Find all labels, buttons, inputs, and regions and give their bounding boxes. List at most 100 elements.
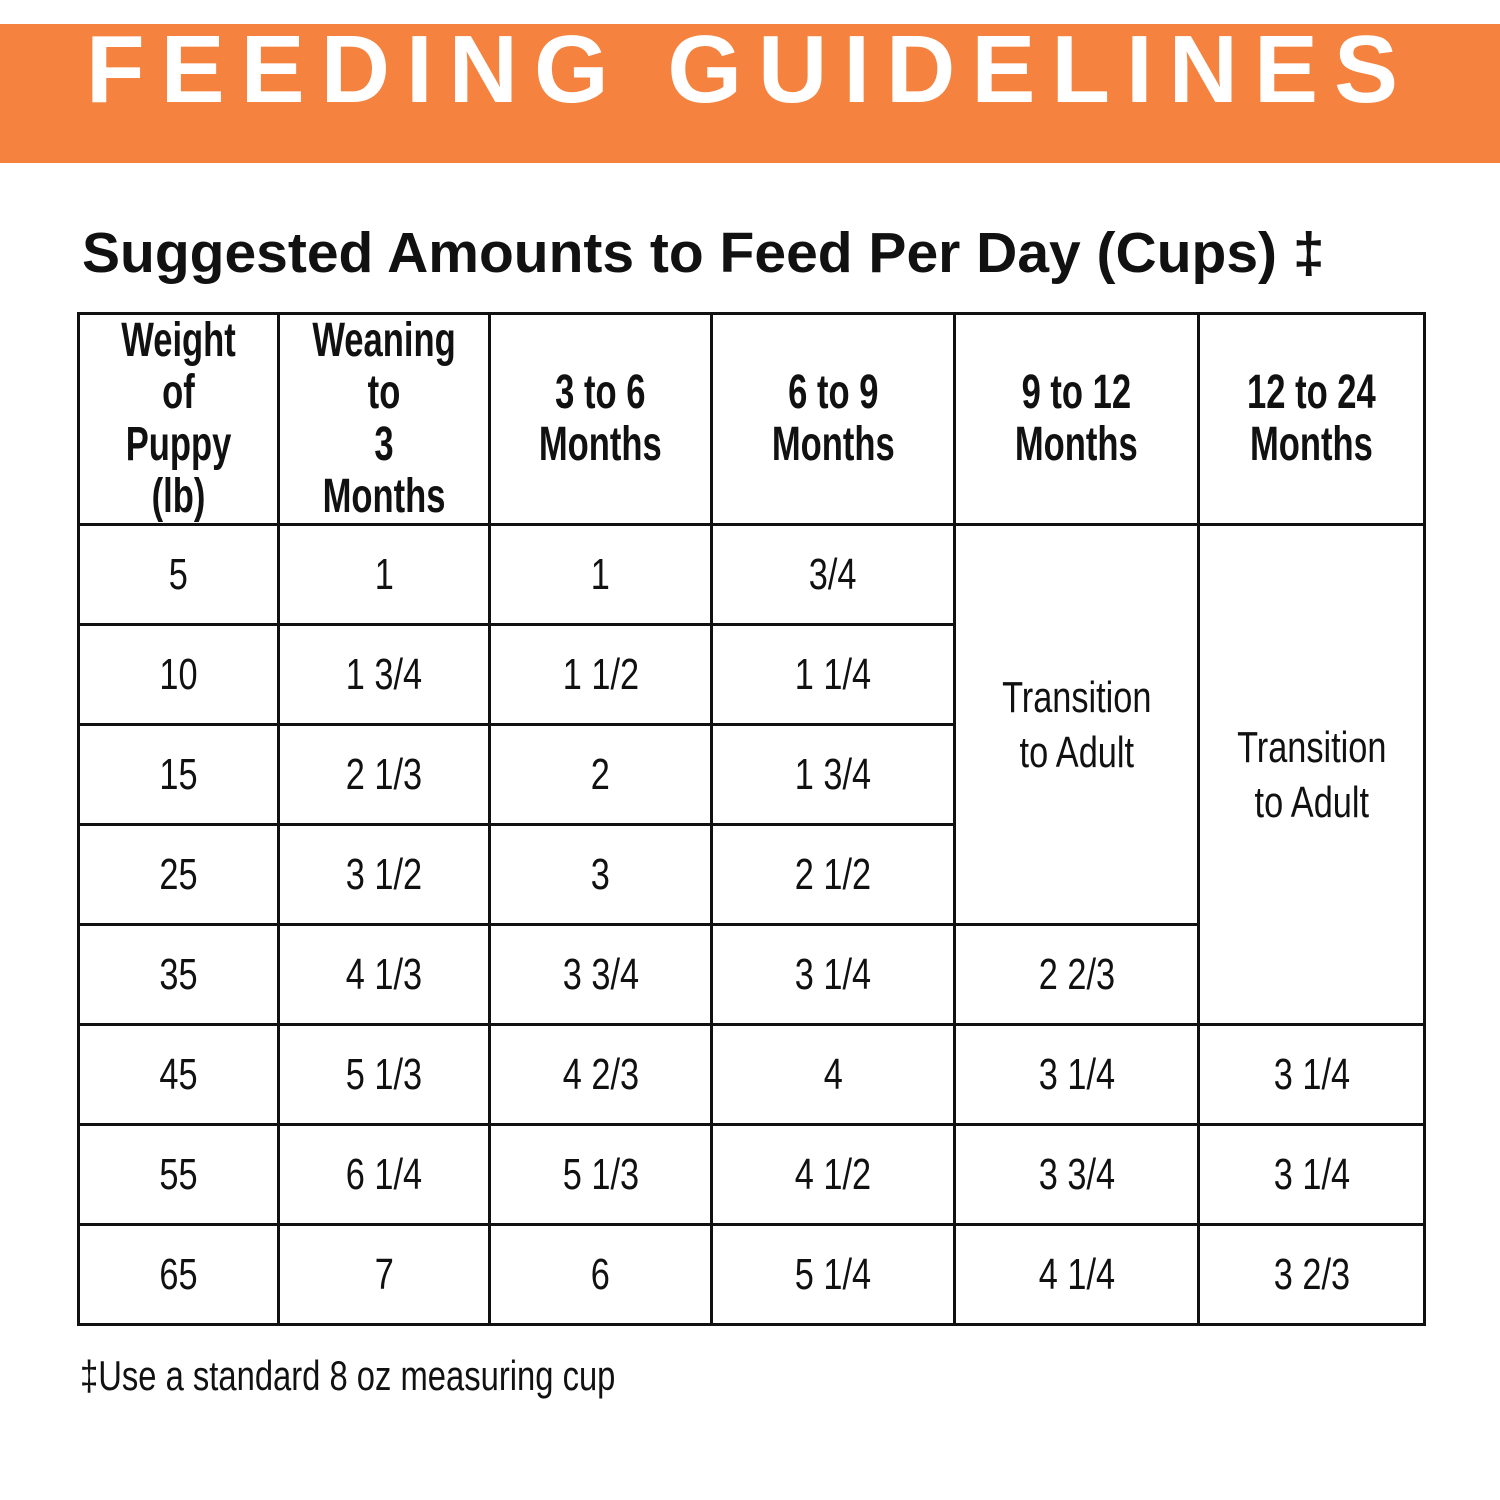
banner: FEEDING GUIDELINES — [0, 24, 1500, 163]
cell-value: 3 1/4 — [794, 950, 872, 999]
table-cell: Transition to Adult — [953, 523, 1200, 926]
table-cell: 3 1/4 — [1197, 1123, 1426, 1226]
table-cell: 3 3/4 — [488, 923, 713, 1026]
table-cell: 55 — [77, 1123, 280, 1226]
table-cell: Transition to Adult — [1197, 523, 1426, 1026]
header-label: Weight of Puppy (lb) — [121, 314, 236, 523]
header-label: 9 to 12 Months — [1015, 366, 1138, 471]
table-row: 55 6 1/4 5 1/3 4 1/2 3 3/4 3 1/4 — [77, 1123, 1426, 1226]
cell-value: 3 1/4 — [1038, 1050, 1115, 1099]
cell-value: 3 1/4 — [1273, 1050, 1350, 1099]
header-row: Weight of Puppy (lb) Weaning to 3 Months… — [77, 312, 1426, 526]
cell-value: Transition to Adult — [1236, 722, 1387, 827]
header-label: 6 to 9 Months — [771, 366, 895, 471]
cell-value: 3 3/4 — [562, 950, 639, 999]
cell-value: 1 3/4 — [345, 650, 423, 699]
cell-value: 4 1/4 — [1038, 1250, 1115, 1299]
table-row: 65 7 6 5 1/4 4 1/4 3 2/3 — [77, 1223, 1426, 1326]
cell-value: 4 2/3 — [562, 1050, 639, 1099]
table-cell: 5 — [77, 523, 280, 626]
cell-value: 2 1/3 — [345, 750, 423, 799]
cell-value: 35 — [159, 950, 198, 999]
table-cell: 3 1/4 — [1197, 1023, 1426, 1126]
table-row: 45 5 1/3 4 2/3 4 3 1/4 3 1/4 — [77, 1023, 1426, 1126]
cell-value: 3/4 — [809, 550, 857, 599]
cell-value: 1 3/4 — [794, 750, 872, 799]
cell-value: 15 — [159, 750, 198, 799]
table-cell: 1 1/4 — [710, 623, 956, 726]
table-cell: 1 3/4 — [710, 723, 956, 826]
cell-value: 3 1/4 — [1273, 1150, 1350, 1199]
header-label: 3 to 6 Months — [539, 366, 662, 471]
table-cell: 4 — [710, 1023, 956, 1126]
table-cell: 4 1/2 — [710, 1123, 956, 1226]
table-cell: 3/4 — [710, 523, 956, 626]
table-cell: 5 1/4 — [710, 1223, 956, 1326]
cell-value: 1 — [590, 550, 611, 599]
cell-value: 3 1/2 — [345, 850, 423, 899]
table-cell: 5 1/3 — [488, 1123, 713, 1226]
header-12-24: 12 to 24 Months — [1197, 312, 1426, 526]
table-cell: 1 — [277, 523, 491, 626]
footnote: ‡Use a standard 8 oz measuring cup — [80, 1352, 616, 1399]
table-cell: 1 — [488, 523, 713, 626]
cell-value: 2 2/3 — [1038, 950, 1115, 999]
table-cell: 1 1/2 — [488, 623, 713, 726]
cell-value: 3 — [590, 850, 611, 899]
cell-value: 3 2/3 — [1273, 1250, 1350, 1299]
table-cell: 5 1/3 — [277, 1023, 491, 1126]
table-row: 35 4 1/3 3 3/4 3 1/4 2 2/3 — [77, 923, 1425, 1026]
header-6-9: 6 to 9 Months — [710, 312, 956, 526]
table-cell: 3 2/3 — [1197, 1223, 1426, 1326]
table-cell: 3 1/4 — [953, 1023, 1200, 1126]
table-cell: 3 1/2 — [277, 823, 491, 926]
table-cell: 2 1/3 — [277, 723, 491, 826]
cell-value: 4 — [823, 1050, 843, 1099]
table-cell: 15 — [77, 723, 280, 826]
cell-value: Transition to Adult — [1001, 672, 1152, 777]
cell-value: 5 — [168, 550, 189, 599]
table-cell: 4 1/4 — [953, 1223, 1200, 1326]
cell-value: 45 — [159, 1050, 198, 1099]
cell-value: 1 — [374, 550, 394, 599]
cell-value: 6 — [590, 1250, 611, 1299]
table-row: 15 2 1/3 2 1 3/4 — [77, 723, 1425, 826]
cell-value: 4 1/2 — [794, 1150, 872, 1199]
table-cell: 6 1/4 — [277, 1123, 491, 1226]
table-cell: 2 2/3 — [953, 923, 1200, 1026]
cell-value: 4 1/3 — [345, 950, 423, 999]
table-cell: 10 — [77, 623, 280, 726]
cell-value: 25 — [159, 850, 198, 899]
cell-value: 3 3/4 — [1038, 1150, 1115, 1199]
feeding-table: Weight of Puppy (lb) Weaning to 3 Months… — [77, 312, 1426, 1326]
header-9-12: 9 to 12 Months — [953, 312, 1200, 526]
header-weight: Weight of Puppy (lb) — [77, 312, 280, 526]
cell-value: 10 — [159, 650, 198, 699]
header-3-6: 3 to 6 Months — [488, 312, 713, 526]
cell-value: 1 1/4 — [794, 650, 872, 699]
cell-value: 5 1/3 — [562, 1150, 639, 1199]
table-cell: 6 — [488, 1223, 713, 1326]
table-row: 10 1 3/4 1 1/2 1 1/4 — [77, 623, 1425, 726]
table-row: 25 3 1/2 3 2 1/2 — [77, 823, 1425, 926]
banner-title: FEEDING GUIDELINES — [85, 24, 1415, 123]
cell-value: 7 — [374, 1250, 394, 1299]
table-cell: 25 — [77, 823, 280, 926]
table-row: 5 1 1 3/4 Transition to Adult Transition to A… — [77, 523, 1426, 1026]
table-cell: 4 1/3 — [277, 923, 491, 1026]
table-cell: 7 — [277, 1223, 491, 1326]
cell-value: 6 1/4 — [345, 1150, 423, 1199]
table-cell: 1 3/4 — [277, 623, 491, 726]
table-cell: 3 3/4 — [953, 1123, 1200, 1226]
header-label: Weaning to 3 Months — [312, 314, 456, 523]
table-cell: 45 — [77, 1023, 280, 1126]
table-cell: 3 — [488, 823, 713, 926]
table-cell: 2 1/2 — [710, 823, 956, 926]
table-subtitle: Suggested Amounts to Feed Per Day (Cups)… — [82, 221, 1325, 285]
table-cell: 35 — [77, 923, 280, 1026]
table-cell: 2 — [488, 723, 713, 826]
cell-value: 1 1/2 — [562, 650, 639, 699]
cell-value: 2 1/2 — [794, 850, 872, 899]
header-label: 12 to 24 Months — [1247, 366, 1376, 471]
cell-value: 55 — [159, 1150, 198, 1199]
